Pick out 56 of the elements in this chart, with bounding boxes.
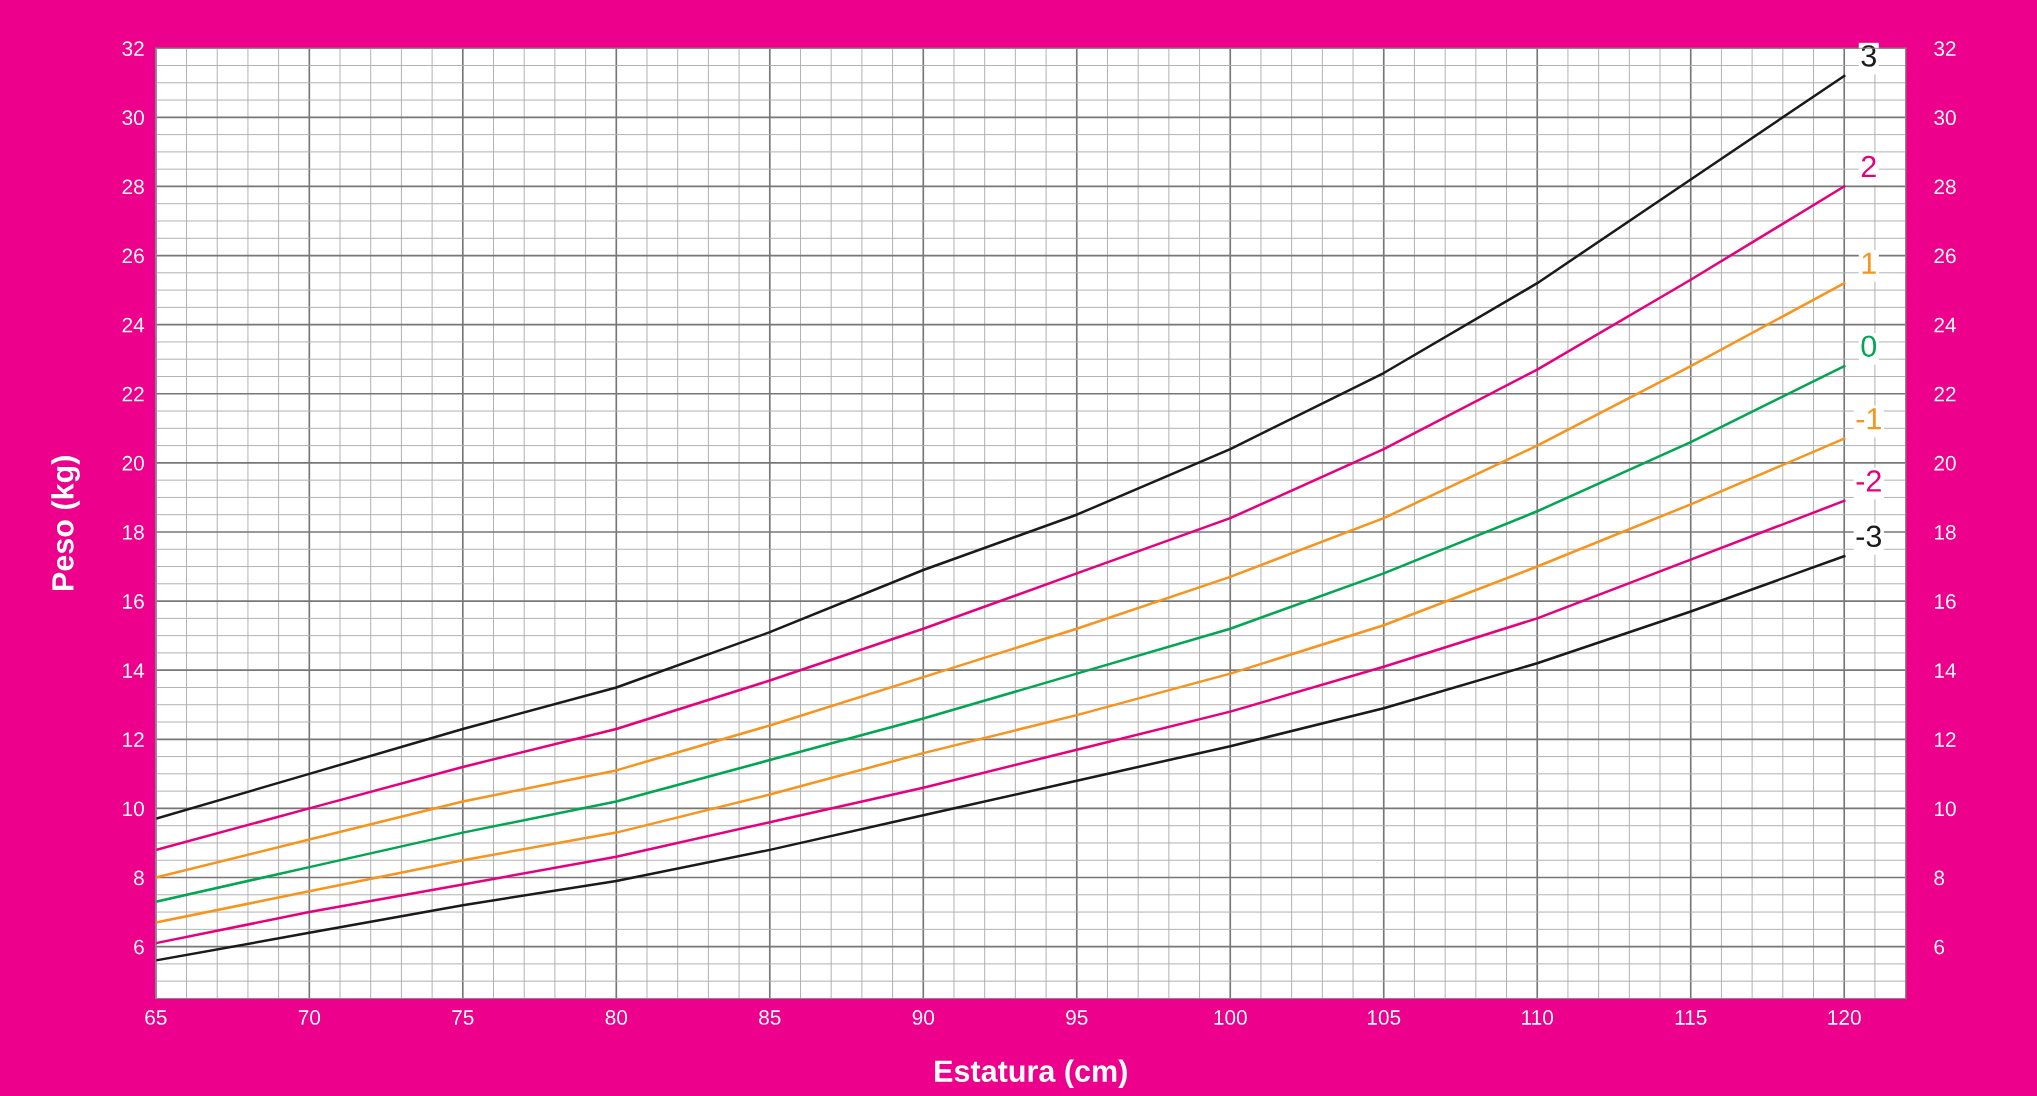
line-series xyxy=(155,499,1846,945)
y2-tick-label: 30 xyxy=(1934,110,1956,126)
y2-tick-label: 16 xyxy=(1934,594,1956,609)
y2-tick-label: 26 xyxy=(1934,248,1956,264)
line-series xyxy=(155,554,1846,962)
y-tick-label: 30 xyxy=(122,110,144,126)
y2-tick-label: 32 xyxy=(1934,41,1956,56)
y-axis-title: Peso (kg) xyxy=(51,456,80,591)
y-tick-label: 16 xyxy=(123,594,144,609)
y2-tick-label: 28 xyxy=(1934,179,1956,195)
x-tick-label: 100 xyxy=(1214,1010,1247,1025)
x-tick-label: 115 xyxy=(1675,1010,1707,1025)
x-tick-label: 85 xyxy=(759,1010,781,1025)
y2-tick-label: 8 xyxy=(1934,870,1945,886)
y2-tick-label: 18 xyxy=(1934,524,1956,540)
series-label: 0 xyxy=(1861,335,1877,358)
y-tick-label: 28 xyxy=(122,179,144,195)
line-series xyxy=(155,74,1846,821)
y-tick-label: 22 xyxy=(122,386,144,402)
y-tick-label: 12 xyxy=(123,732,144,747)
y2-tick-label: 6 xyxy=(1934,939,1945,955)
x-tick-label: 75 xyxy=(452,1010,474,1025)
series-label: 2 xyxy=(1861,155,1876,178)
x-tick-label: 90 xyxy=(912,1010,935,1025)
y-tick-label: 10 xyxy=(123,801,144,817)
line-series xyxy=(155,281,1846,879)
y-tick-label: 8 xyxy=(134,870,144,886)
y-tick-label: 20 xyxy=(122,455,144,471)
series-label: -3 xyxy=(1856,525,1882,548)
x-tick-label: 70 xyxy=(298,1010,321,1025)
y-tick-label: 32 xyxy=(122,41,144,56)
x-tick-label: 65 xyxy=(145,1010,167,1025)
x-tick-label: 105 xyxy=(1367,1010,1401,1025)
series-label: 1 xyxy=(1862,252,1876,274)
y-tick-label: 18 xyxy=(123,524,144,540)
y-tick-label: 14 xyxy=(123,663,145,678)
y-tick-label: 6 xyxy=(134,939,144,955)
series-label: 3 xyxy=(1861,45,1876,67)
series-label: -2 xyxy=(1856,470,1881,492)
x-tick-label: 80 xyxy=(605,1010,628,1025)
y-tick-label: 26 xyxy=(122,248,144,264)
y2-tick-label: 22 xyxy=(1934,386,1956,402)
y2-tick-label: 12 xyxy=(1934,732,1956,747)
y2-tick-label: 20 xyxy=(1934,455,1956,471)
line-series xyxy=(155,364,1846,903)
series-label: -1 xyxy=(1856,408,1881,430)
line-series xyxy=(155,185,1846,852)
x-tick-label: 120 xyxy=(1828,1010,1861,1025)
x-tick-label: 95 xyxy=(1066,1010,1088,1025)
y2-tick-label: 14 xyxy=(1934,663,1956,678)
y2-tick-label: 24 xyxy=(1934,317,1956,333)
x-axis-title: Estatura (cm) xyxy=(935,1059,1127,1089)
line-series xyxy=(155,437,1846,924)
x-tick-label: 110 xyxy=(1522,1010,1554,1025)
y-tick-label: 24 xyxy=(122,317,145,333)
y2-tick-label: 10 xyxy=(1934,801,1956,817)
